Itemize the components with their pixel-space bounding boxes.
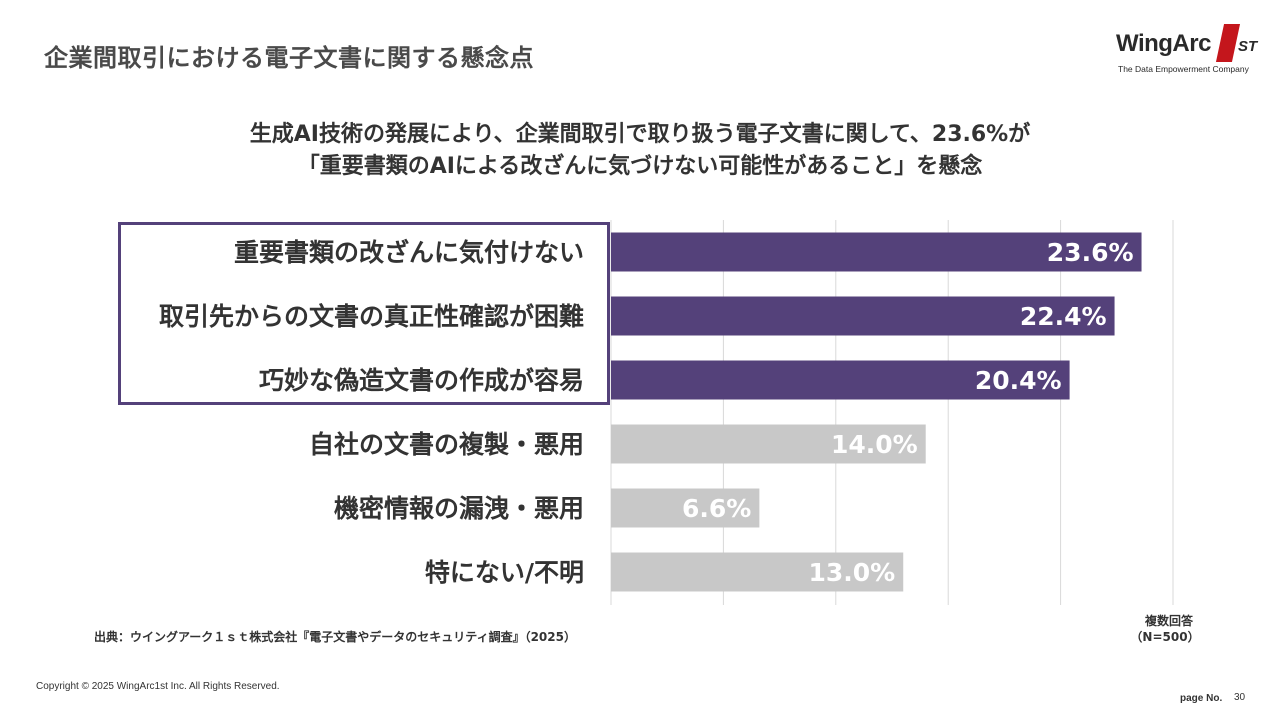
bar-value-label: 20.4% [975,366,1062,395]
bar-value-label: 22.4% [1020,302,1107,331]
bar-value-label: 23.6% [1047,238,1134,267]
page-number-label: page No. [1180,693,1223,704]
category-label: 巧妙な偽造文書の作成が容易 [259,366,584,395]
highlight-box [118,222,610,405]
logo-wordmark: WingArc [1116,30,1211,57]
multi-answer-note: 複数回答 [1144,614,1193,628]
copyright: Copyright © 2025 WingArc1st Inc. All Rig… [36,681,280,692]
page-number: 30 [1234,692,1246,703]
wingarc-logo: WingArc ST The Data Empowerment Company [1112,24,1257,76]
headline-line-2: 「重要書類のAIによる改ざんに気づけない可能性があること」を懸念 [297,154,983,179]
bar-2 [611,296,1115,336]
bar-6 [611,552,904,592]
bar-4 [611,424,926,464]
logo-tagline: The Data Empowerment Company [1118,64,1249,74]
category-label: 機密情報の漏洩・悪用 [334,494,584,523]
logo-suffix: ST [1238,38,1258,55]
category-label: 自社の文書の複製・悪用 [309,430,584,459]
bar-5 [611,488,760,528]
page-title: 企業間取引における電子文書に関する懸念点 [44,44,534,72]
category-label: 重要書類の改ざんに気付けない [234,238,584,267]
category-label: 取引先からの文書の真正性確認が困難 [159,302,584,331]
headline-line-1: 生成AI技術の発展により、企業間取引で取り扱う電子文書に関して、23.6%が [249,122,1031,147]
bar-1 [611,232,1142,272]
bar-value-label: 13.0% [809,558,896,587]
bar-value-label: 6.6% [682,494,751,523]
category-label: 特にない/不明 [425,558,584,587]
source-citation: 出典：ウイングアーク１ｓｔ株式会社『電子文書やデータのセキュリティ調査』（202… [94,630,576,644]
bar-value-label: 14.0% [831,430,918,459]
bar-3 [611,360,1070,400]
sample-size-note: （N=500） [1130,630,1200,644]
